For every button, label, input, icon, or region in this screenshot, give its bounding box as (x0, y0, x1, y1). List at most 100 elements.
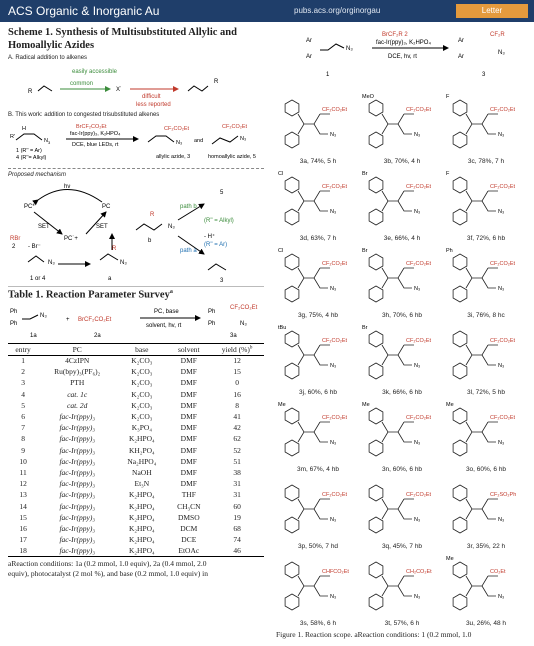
cell-solvent: DCM (180, 523, 198, 533)
table-reaction-graphic: Ph Ph N₃ 1a + BrCF₂CO₂Et 2a PC, base solv… (10, 305, 258, 339)
azide-label: N₃ (498, 363, 504, 369)
less-reported-label: less reported (136, 102, 171, 108)
product-cell: CHFCO₂Et N₃ 3s, 58%, 6 h (276, 554, 360, 632)
cell-solvent: DMF (180, 479, 197, 489)
parameter-table: entry PC base solvent yield (%)b 1 4CzIPN… (8, 342, 264, 557)
product-cell: CF₂CO₂Et N₃ Cl 3g, 75%, 4 hb (276, 246, 360, 324)
product-caption: 3t, 57%, 6 h (384, 620, 420, 627)
cell-entry: 11 (19, 467, 27, 477)
azide-label: N₃ (498, 286, 504, 292)
cell-yield: 8 (235, 400, 239, 410)
cell-solvent: CH₃CN (177, 501, 201, 511)
pc-radical-cation-label: PC˙+ (64, 236, 78, 242)
svg-text:CF₂R: CF₂R (490, 32, 505, 38)
azide-label: N₃ (330, 363, 336, 369)
azide-label: N₃ (498, 209, 504, 215)
product-caption: 3a, 74%, 5 h (299, 158, 337, 165)
product-caption: 3j, 60%, 6 hb (299, 389, 337, 396)
substituent-label: F (446, 171, 450, 177)
cell-base: K₂HPO₄ (129, 512, 155, 522)
cell-pc: fac-Ir(ppy)₃ (59, 434, 95, 444)
svg-text:N₃: N₃ (240, 321, 247, 327)
cell-entry: 6 (21, 412, 25, 422)
table-row: 12 fac-Ir(ppy)₃ Et₃N DMF 31 (8, 478, 264, 489)
cell-base: NaOH (132, 467, 152, 477)
cell-entry: 2 (21, 367, 25, 377)
cell-solvent: DMF (180, 356, 197, 366)
product-cell: CF₂CO₂Et N₃ 3l, 72%, 5 hb (444, 323, 528, 401)
cell-solvent: DMF (180, 389, 197, 399)
azide-label: N₃ (414, 132, 420, 138)
product-structure: CF₂CO₂Et N₃ MeO (362, 94, 432, 149)
cell-pc: 4CzIPN (65, 356, 90, 366)
cell-base: K₂CO₃ (131, 412, 153, 422)
cell-pc: fac-Ir(ppy)₃ (59, 445, 95, 455)
scheme-title: Scheme 1. Synthesis of Multisubstituted … (8, 27, 237, 51)
azide-label: N₃ (498, 132, 504, 138)
cell-pc: fac-Ir(ppy)₃ (59, 523, 95, 533)
journal-url[interactable]: pubs.acs.org/orginorgau (294, 6, 381, 15)
product-structure: CF₂CO₂Et N₃ (284, 99, 348, 149)
x-radical: X˙ (116, 87, 122, 93)
cell-yield: 52 (233, 445, 241, 455)
svg-text:N₃: N₃ (498, 50, 505, 56)
product-group-label: CF₂CO₂Et (322, 492, 348, 498)
r-alkyl-label: (R'' = Alkyl) (204, 218, 234, 224)
product-cell: CH₂CO₂Et N₃ 3t, 57%, 6 h (360, 554, 444, 632)
cell-entry: 3 (21, 378, 25, 388)
product-caption: 3p, 50%, 7 hd (297, 543, 339, 550)
cell-pc: fac-Ir(ppy)₃ (59, 456, 95, 466)
product-structure: CF₂CO₂Et N₃ Cl (278, 248, 348, 303)
svg-text:CF₂CO₂Et: CF₂CO₂Et (222, 124, 248, 130)
substituent-label: Cl (278, 248, 283, 254)
svg-text:Ar: Ar (458, 54, 464, 60)
azide-label: N₃ (330, 517, 336, 523)
product-cell: CF₂CO₂Et N₃ Br 3h, 70%, 6 hb (360, 246, 444, 324)
mechanism-title: Proposed mechanism (8, 172, 67, 178)
svg-text:CF₂CO₂Et: CF₂CO₂Et (230, 305, 258, 311)
table-row: 18 fac-Ir(ppy)₃ K₂HPO₄ EtOAc 46 (8, 545, 264, 557)
product-caption: 3l, 72%, 5 hb (467, 389, 505, 396)
azide-label: N₃ (330, 286, 336, 292)
table-row: 10 fac-Ir(ppy)₃ Na₂HPO₄ DMF 51 (8, 456, 264, 467)
svg-text:R: R (150, 212, 155, 218)
product-caption: 3r, 35%, 22 h (466, 543, 506, 550)
cell-solvent: DMF (180, 378, 197, 388)
cell-entry: 13 (19, 490, 27, 500)
substituent-label: F (446, 94, 450, 100)
cell-yield: 42 (233, 423, 241, 433)
product-structure: CF₂CO₂Et N₃ (452, 330, 516, 380)
cell-yield: 62 (233, 434, 241, 444)
svg-text:CF₂CO₂Et: CF₂CO₂Et (164, 126, 190, 132)
cell-solvent: DMF (180, 423, 197, 433)
cell-yield: 68 (233, 523, 241, 533)
product-group-label: CHFCO₂Et (322, 569, 349, 575)
figure-caption: Figure 1. Reaction scope. aReaction cond… (276, 630, 472, 639)
product-group-label: CF₂CO₂Et (406, 261, 432, 267)
col-pc: PC (38, 342, 117, 356)
product-structure: CF₂CO₂Et N₃ Br (362, 248, 432, 303)
product-group-label: CF₂CO₂Et (406, 184, 432, 190)
product-group-label: CF₂CO₂Et (490, 338, 516, 344)
top-prod-label: 3 (482, 72, 486, 78)
product-3-label: 3 (220, 278, 224, 284)
cond-bottom: solvent, hv, rt (146, 323, 182, 329)
table-row: 1 4CzIPN K₂CO₃ DMF 12 (8, 355, 264, 366)
top-catalyst: fac-Ir(ppy)₃, K₂HPO₄ (376, 40, 431, 46)
substituent-label: MeO (362, 94, 375, 100)
cell-entry: 15 (19, 512, 27, 522)
reagent-line-1: BrCF₂CO₂Et (76, 124, 107, 130)
cell-solvent: EtOAc (167, 545, 211, 557)
svg-text:N₃: N₃ (120, 260, 127, 266)
intermediate-b-label: b (148, 238, 152, 244)
cell-entry: 18 (8, 545, 39, 557)
table-row: 8 fac-Ir(ppy)₃ K₂HPO₄ DMF 62 (8, 433, 264, 444)
svg-text:Ar: Ar (306, 54, 312, 60)
svg-text:N₃: N₃ (346, 46, 353, 52)
product-group-label: CF₂CO₂Et (322, 107, 348, 113)
table-row: 7 fac-Ir(ppy)₃ K₃PO₄ DMF 42 (8, 422, 264, 433)
cell-solvent: DMF (180, 467, 197, 477)
substituent-label: tBu (278, 325, 286, 331)
rbr-label: RBr (10, 236, 20, 242)
